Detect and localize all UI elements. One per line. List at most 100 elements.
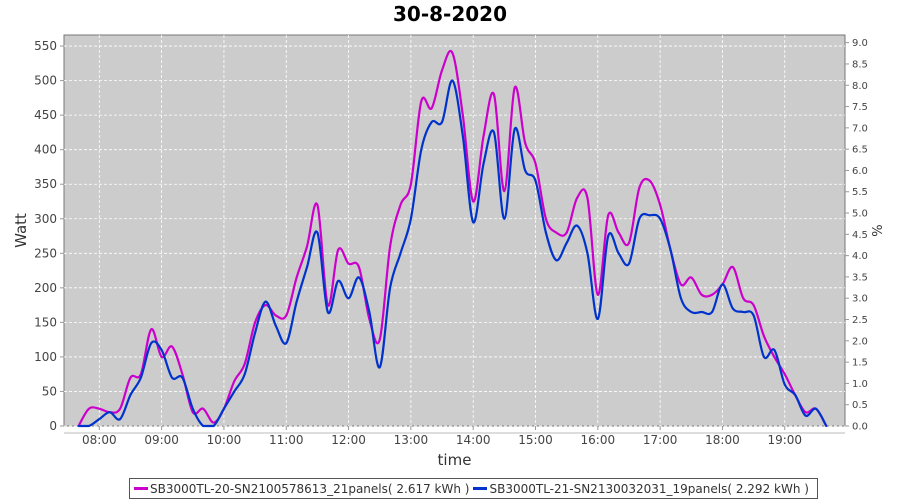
data-point-series-1 [87, 407, 90, 410]
y-tick-label: 350 [34, 177, 57, 191]
data-point-series-1 [492, 93, 495, 96]
data-point-series-2 [492, 131, 495, 134]
data-point-series-2 [783, 383, 786, 386]
data-point-series-1 [711, 293, 714, 296]
series-line-1 [77, 50, 828, 427]
data-point-series-1 [337, 248, 340, 251]
data-point-series-1 [731, 266, 734, 269]
data-point-series-1 [389, 245, 392, 248]
data-point-series-1 [378, 338, 381, 341]
legend-label-series-1: SB3000TL-20-SN2100578613_21panels( 2.617… [150, 481, 470, 496]
data-point-series-2 [233, 390, 236, 393]
data-point-series-1 [181, 373, 184, 376]
data-point-series-2 [742, 311, 745, 314]
data-point-series-1 [534, 162, 537, 165]
data-point-series-1 [762, 335, 765, 338]
data-point-series-1 [700, 293, 703, 296]
data-point-series-2 [679, 297, 682, 300]
chart-title: 30-8-2020 [392, 2, 507, 26]
data-point-series-1 [752, 304, 755, 307]
data-point-series-2 [77, 425, 80, 427]
y2-tick-label: 8.0 [852, 81, 868, 92]
data-point-series-2 [524, 169, 527, 172]
x-tick-label: 14:00 [456, 433, 491, 447]
y2-tick-label: 7.0 [852, 123, 868, 134]
x-tick-label: 12:00 [331, 433, 366, 447]
data-point-series-2 [264, 300, 267, 303]
data-point-series-2 [544, 231, 547, 234]
data-point-series-2 [243, 373, 246, 376]
data-point-series-1 [586, 197, 589, 200]
y2-tick-label: 2.5 [852, 315, 868, 326]
data-point-series-2 [638, 217, 641, 220]
y-tick-label: 450 [34, 108, 57, 122]
y2-tick-label: 1.0 [852, 379, 868, 390]
plot-area [63, 34, 846, 427]
data-point-series-2 [503, 217, 506, 220]
y-tick-label: 0 [49, 419, 57, 433]
data-point-series-2 [794, 393, 797, 396]
data-point-series-1 [804, 411, 807, 414]
x-tick-label: 08:00 [82, 433, 117, 447]
data-point-series-2 [627, 262, 630, 265]
data-point-series-2 [659, 217, 662, 220]
data-point-series-1 [482, 134, 485, 137]
data-point-series-1 [451, 51, 454, 54]
data-point-series-2 [139, 376, 142, 379]
data-point-series-1 [316, 203, 319, 206]
data-point-series-1 [648, 179, 651, 182]
data-point-series-1 [773, 355, 776, 358]
data-point-series-2 [472, 221, 475, 224]
data-point-series-2 [119, 418, 122, 421]
legend-label-series-2: SB3000TL-21-SN2130032031_19panels( 2.292… [489, 481, 809, 496]
data-point-series-1 [243, 362, 246, 365]
data-point-series-2 [87, 425, 90, 427]
data-point-series-1 [160, 355, 163, 358]
y-tick-label: 400 [34, 143, 57, 157]
y-tick-label: 500 [34, 74, 57, 88]
x-tick-label: 18:00 [705, 433, 740, 447]
data-point-series-2 [711, 311, 714, 314]
data-point-series-2 [700, 311, 703, 314]
data-point-series-2 [378, 366, 381, 369]
data-point-series-1 [420, 100, 423, 103]
data-point-series-2 [295, 300, 298, 303]
data-point-series-2 [451, 79, 454, 82]
data-point-series-2 [98, 418, 101, 421]
data-point-series-1 [171, 345, 174, 348]
data-point-series-1 [659, 203, 662, 206]
y2-tick-label: 6.5 [852, 145, 868, 156]
data-point-series-1 [472, 200, 475, 203]
y-tick-label: 150 [34, 315, 57, 329]
data-point-series-2 [617, 252, 620, 255]
data-point-series-2 [690, 311, 693, 314]
data-point-series-1 [627, 241, 630, 244]
data-point-series-1 [576, 197, 579, 200]
data-point-series-2 [212, 425, 215, 427]
data-point-series-2 [773, 349, 776, 352]
data-point-series-2 [150, 342, 153, 345]
data-point-series-2 [337, 279, 340, 282]
y2-tick-label: 1.5 [852, 358, 868, 369]
data-point-series-2 [586, 252, 589, 255]
data-point-series-2 [399, 252, 402, 255]
data-point-series-2 [721, 283, 724, 286]
data-point-series-2 [274, 324, 277, 327]
y2-tick-label: 5.0 [852, 209, 868, 220]
data-point-series-2 [596, 317, 599, 320]
data-point-series-2 [108, 411, 111, 414]
data-point-series-2 [222, 407, 225, 410]
data-point-series-2 [316, 231, 319, 234]
y2-tick-label: 3.5 [852, 272, 868, 283]
data-point-series-2 [825, 425, 828, 427]
data-point-series-1 [409, 183, 412, 186]
data-point-series-1 [233, 380, 236, 383]
data-point-series-2 [129, 393, 132, 396]
data-point-series-1 [679, 283, 682, 286]
data-point-series-2 [389, 286, 392, 289]
legend: SB3000TL-20-SN2100578613_21panels( 2.617… [129, 478, 818, 499]
data-point-series-2 [534, 179, 537, 182]
data-point-series-1 [295, 276, 298, 279]
data-point-series-2 [420, 148, 423, 151]
data-point-series-2 [565, 241, 568, 244]
